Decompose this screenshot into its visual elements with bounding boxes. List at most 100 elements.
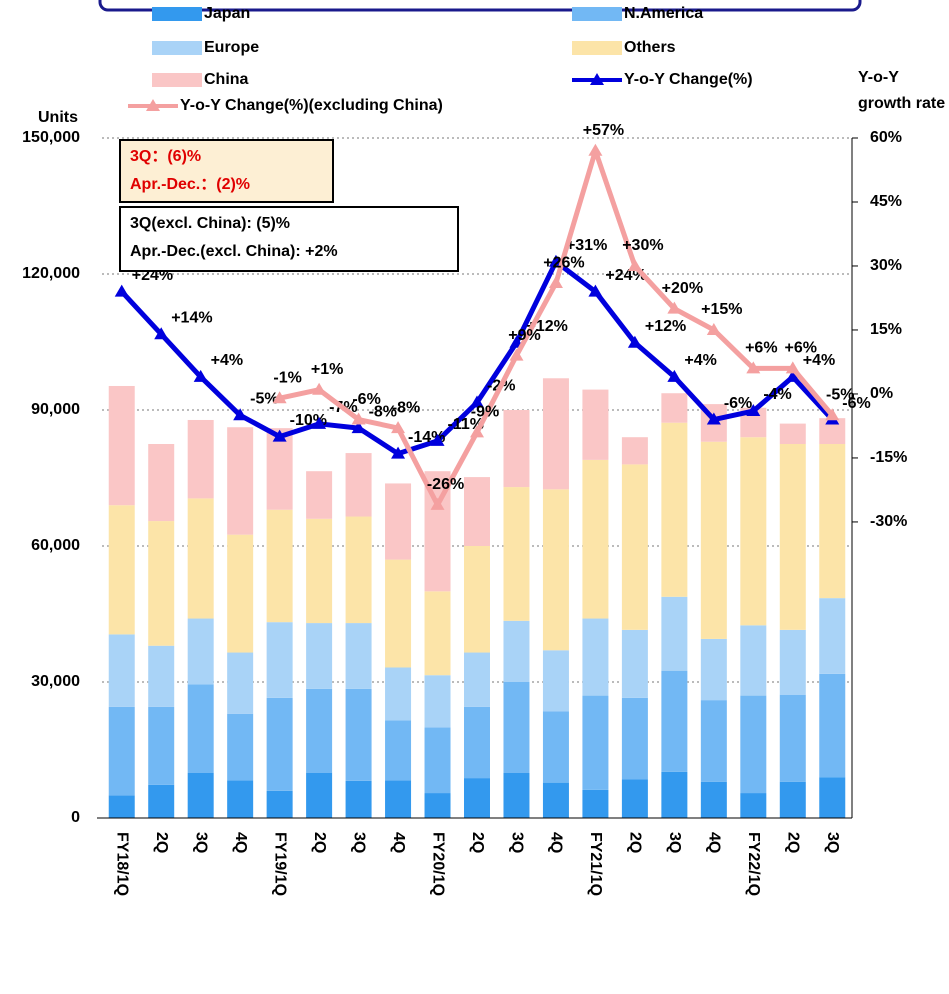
annotation-text: 3Q(excl. China): (5)% bbox=[130, 215, 290, 232]
bar-segment bbox=[700, 441, 727, 639]
line-marker bbox=[391, 421, 406, 434]
bar-segment bbox=[266, 509, 293, 623]
bar-segment bbox=[108, 634, 135, 707]
bar-segment bbox=[740, 793, 767, 818]
line-marker bbox=[430, 497, 445, 510]
line-marker bbox=[272, 391, 287, 404]
data-label: +20% bbox=[662, 280, 703, 297]
bar-segment bbox=[582, 459, 609, 619]
x-tick-label: FY20/1Q bbox=[429, 832, 446, 896]
bar-segment bbox=[779, 781, 806, 818]
y-tick-label: 90,000 bbox=[31, 401, 80, 418]
bar-segment bbox=[108, 795, 135, 818]
bar-segment bbox=[700, 781, 727, 818]
bar-segment bbox=[424, 591, 451, 676]
x-tick-label: 4Q bbox=[232, 832, 249, 853]
header-box bbox=[98, 0, 862, 12]
bar-segment bbox=[306, 518, 333, 624]
bar-segment bbox=[661, 670, 688, 772]
legend-label: Others bbox=[624, 39, 676, 56]
data-label: -6% bbox=[352, 391, 380, 408]
legend-marker bbox=[146, 99, 160, 111]
bar-segment bbox=[779, 629, 806, 695]
data-label: +14% bbox=[171, 309, 212, 326]
line-marker bbox=[272, 429, 287, 442]
annotation-text: Apr.-Dec.：(2)% bbox=[130, 176, 250, 193]
line-marker bbox=[509, 348, 524, 361]
bar-segment bbox=[266, 428, 293, 510]
bar-segment bbox=[779, 694, 806, 782]
line-marker bbox=[114, 284, 129, 297]
bar-segment bbox=[582, 789, 609, 818]
x-tick-label: 3Q bbox=[508, 832, 525, 853]
line-marker bbox=[825, 408, 840, 421]
bar-segment bbox=[582, 695, 609, 790]
line-marker bbox=[193, 369, 208, 382]
bar-segment bbox=[345, 516, 372, 624]
data-label: +6% bbox=[785, 340, 817, 357]
data-label: +26% bbox=[543, 254, 584, 271]
line-marker bbox=[588, 284, 603, 297]
data-label: +12% bbox=[645, 318, 686, 335]
y2-axis-label: Y-o-Y bbox=[858, 69, 899, 86]
data-label: -5% bbox=[250, 391, 278, 408]
line-marker bbox=[430, 433, 445, 446]
data-label: -6% bbox=[724, 395, 752, 412]
y2-tick-label: 0% bbox=[870, 385, 893, 402]
y-tick-label: 60,000 bbox=[31, 537, 80, 554]
bar-segment bbox=[582, 618, 609, 696]
x-tick-label: 3Q bbox=[192, 832, 209, 853]
bar-segment bbox=[424, 793, 451, 818]
bar-segment bbox=[464, 546, 490, 653]
bar-segment bbox=[345, 453, 372, 517]
legend-swatch bbox=[152, 73, 202, 87]
line-marker bbox=[746, 361, 761, 374]
bar-segment bbox=[503, 682, 530, 773]
bar-segment bbox=[464, 706, 490, 779]
annotation-box bbox=[119, 206, 459, 272]
bar-segment bbox=[187, 618, 214, 685]
bar-segment bbox=[542, 711, 569, 783]
bar-segment bbox=[227, 780, 254, 818]
bar-segment bbox=[306, 471, 333, 519]
line-marker bbox=[233, 408, 248, 421]
x-tick-label: 3Q bbox=[824, 832, 841, 853]
x-tick-label: 4Q bbox=[390, 832, 407, 853]
bar-segment bbox=[621, 437, 648, 465]
x-tick-label: 3Q bbox=[666, 832, 683, 853]
bar-segment bbox=[819, 444, 846, 599]
x-tick-label: 2Q bbox=[469, 832, 486, 853]
legend-swatch bbox=[152, 7, 202, 21]
data-label: +9% bbox=[508, 327, 540, 344]
line-marker bbox=[785, 369, 800, 382]
annotation-text: 3Q：(6)% bbox=[130, 148, 201, 165]
bar-segment bbox=[227, 652, 254, 714]
bar-segment bbox=[306, 688, 333, 773]
x-tick-label: 3Q bbox=[350, 832, 367, 853]
bar-segment bbox=[779, 444, 806, 630]
data-label: -4% bbox=[763, 386, 791, 403]
bar-segment bbox=[148, 706, 175, 785]
data-label: +4% bbox=[211, 352, 243, 369]
data-label: -5% bbox=[826, 387, 854, 404]
bar-segment bbox=[148, 645, 175, 707]
y-tick-label: 120,000 bbox=[22, 265, 80, 282]
data-label: +1% bbox=[311, 361, 343, 378]
bar-segment bbox=[385, 780, 412, 818]
bar-segment bbox=[700, 700, 727, 782]
bar-segment bbox=[148, 521, 175, 646]
x-tick-label: 4Q bbox=[548, 832, 565, 853]
bar-segment bbox=[187, 419, 214, 499]
bar-segment bbox=[266, 790, 293, 818]
x-tick-label: FY21/1Q bbox=[587, 832, 604, 896]
bar-segment bbox=[385, 720, 412, 781]
bar-segment bbox=[819, 673, 846, 778]
annotation-text: Apr.-Dec.(excl. China): +2% bbox=[130, 243, 338, 260]
line-marker bbox=[470, 425, 484, 438]
legend-label: Y-o-Y Change(%)(excluding China) bbox=[180, 97, 443, 114]
line-marker bbox=[588, 143, 603, 156]
bar-segment bbox=[542, 782, 569, 818]
line-marker bbox=[667, 369, 682, 382]
y-tick-label: 0 bbox=[71, 809, 80, 826]
